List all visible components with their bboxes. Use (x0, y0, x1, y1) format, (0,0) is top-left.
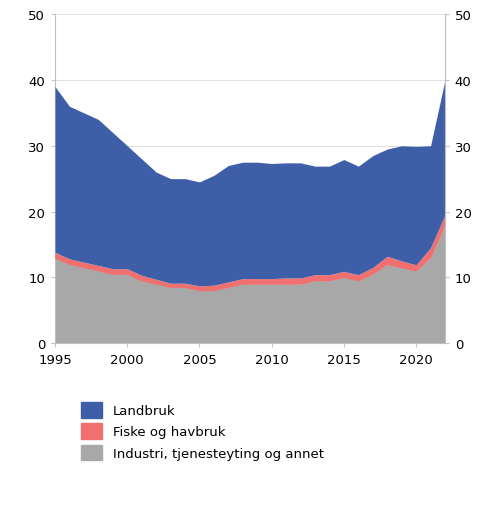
Legend: Landbruk, Fiske og havbruk, Industri, tjenesteyting og annet: Landbruk, Fiske og havbruk, Industri, tj… (81, 402, 324, 460)
